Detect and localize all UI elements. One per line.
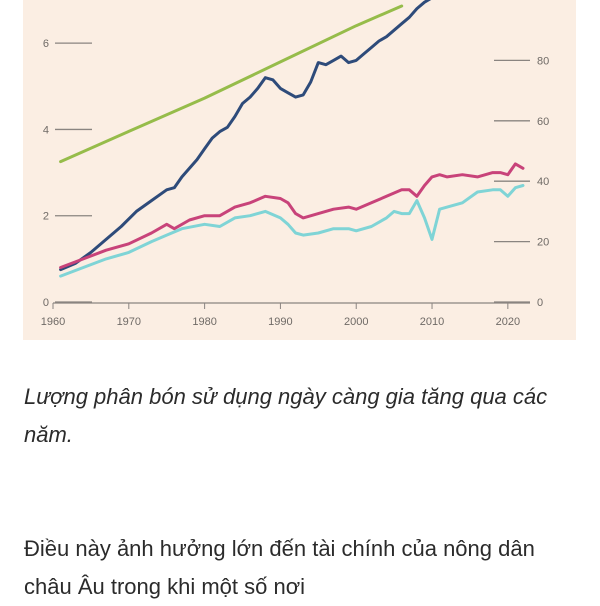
article-paragraph: Điều này ảnh hưởng lớn đến tài chính của…	[24, 536, 535, 599]
x-axis-tick-label-1960: 1960	[41, 316, 65, 328]
series-line-1	[59, 4, 404, 164]
x-axis-tick-label-2020: 2020	[496, 316, 520, 328]
chart-panel	[23, 0, 576, 340]
series-line-3	[59, 162, 525, 269]
series-line-4	[59, 184, 525, 278]
right-axis-tick-label-40: 40	[537, 176, 549, 188]
series-line-2	[59, 0, 432, 272]
right-axis-tick-label-0: 0	[537, 297, 543, 309]
right-axis-tick-label-80: 80	[537, 55, 549, 67]
right-axis-tick-label-60: 60	[537, 116, 549, 128]
left-axis-tick-label-0: 0	[43, 297, 49, 309]
x-axis-tick-label-1990: 1990	[268, 316, 292, 328]
x-axis-tick-label-1970: 1970	[117, 316, 141, 328]
x-axis-tick-label-2010: 2010	[420, 316, 444, 328]
right-axis-tick-label-20: 20	[537, 237, 549, 249]
x-axis-tick-label-2000: 2000	[344, 316, 368, 328]
x-axis-tick-label-1980: 1980	[192, 316, 216, 328]
chart-caption: Lượng phân bón sử dụng ngày càng gia tăn…	[24, 384, 548, 447]
left-axis-tick-label-4: 4	[43, 124, 49, 136]
left-axis-tick-label-6: 6	[43, 38, 49, 50]
left-axis-tick-label-2: 2	[43, 211, 49, 223]
